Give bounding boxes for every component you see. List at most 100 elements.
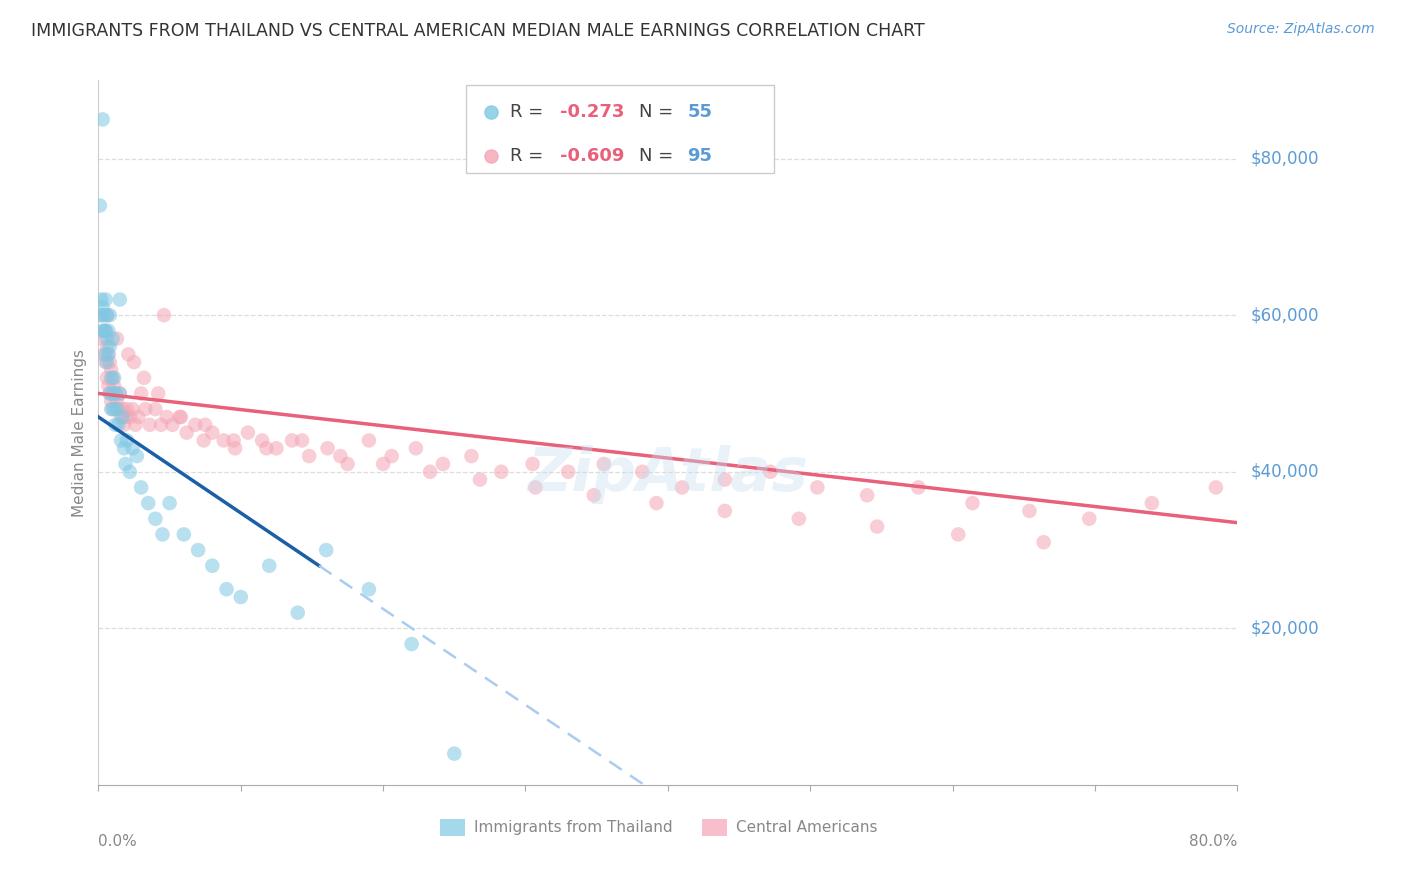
Point <box>671 480 693 494</box>
Text: N =: N = <box>640 146 679 165</box>
Text: Central Americans: Central Americans <box>737 820 877 835</box>
Point <box>201 558 224 573</box>
Point <box>856 488 879 502</box>
Point <box>215 582 238 597</box>
Bar <box>467 86 773 173</box>
Point <box>105 394 128 409</box>
Point <box>156 409 179 424</box>
Point <box>381 449 404 463</box>
Point <box>187 543 209 558</box>
Point <box>98 308 121 322</box>
Text: -0.609: -0.609 <box>560 146 624 165</box>
Point <box>159 496 181 510</box>
Point <box>948 527 970 541</box>
Point <box>91 332 114 346</box>
Point <box>103 371 125 385</box>
Text: ZipAtlas: ZipAtlas <box>527 445 808 504</box>
Point <box>125 449 148 463</box>
Point <box>136 496 159 510</box>
Point <box>105 402 128 417</box>
Point <box>115 434 138 448</box>
Point <box>101 332 124 346</box>
Point <box>287 606 309 620</box>
Point <box>98 386 121 401</box>
Point <box>105 332 128 346</box>
Point <box>90 308 112 322</box>
Point <box>90 308 112 322</box>
Point <box>129 386 152 401</box>
Point <box>114 457 136 471</box>
Point <box>373 457 395 471</box>
Point <box>89 198 111 212</box>
Text: $20,000: $20,000 <box>1251 619 1320 638</box>
Point <box>100 363 122 377</box>
Point <box>111 402 134 417</box>
Point <box>405 442 427 456</box>
Y-axis label: Median Male Earnings: Median Male Earnings <box>72 349 87 516</box>
Point <box>1018 504 1040 518</box>
Point <box>148 386 170 401</box>
Point <box>100 394 122 409</box>
Point <box>91 301 114 315</box>
Point <box>101 386 124 401</box>
Point <box>150 417 173 432</box>
Text: $60,000: $60,000 <box>1251 306 1319 324</box>
Point <box>578 778 600 792</box>
Point <box>108 293 131 307</box>
Point <box>907 480 929 494</box>
Point <box>94 324 117 338</box>
Text: IMMIGRANTS FROM THAILAND VS CENTRAL AMERICAN MEDIAN MALE EARNINGS CORRELATION CH: IMMIGRANTS FROM THAILAND VS CENTRAL AMER… <box>31 22 925 40</box>
Point <box>94 355 117 369</box>
Point <box>259 558 281 573</box>
Point <box>222 434 245 448</box>
Point <box>100 371 122 385</box>
Point <box>357 582 380 597</box>
Point <box>112 417 135 432</box>
Point <box>329 449 352 463</box>
Point <box>98 386 121 401</box>
Point <box>170 409 193 424</box>
Point <box>96 308 118 322</box>
Point <box>316 442 339 456</box>
Point <box>134 402 156 417</box>
Text: $80,000: $80,000 <box>1251 150 1319 168</box>
Point <box>201 425 224 440</box>
Point <box>401 637 423 651</box>
Point <box>645 496 668 510</box>
Point <box>592 457 614 471</box>
Point <box>110 434 132 448</box>
Point <box>315 543 337 558</box>
Point <box>145 512 167 526</box>
Point <box>101 402 124 417</box>
Point <box>127 409 149 424</box>
Point <box>806 480 828 494</box>
Point <box>582 488 605 502</box>
Point <box>298 449 321 463</box>
Point <box>176 425 198 440</box>
Text: 80.0%: 80.0% <box>1189 834 1237 849</box>
Point <box>96 332 118 346</box>
Point <box>1140 496 1163 510</box>
Point <box>419 465 441 479</box>
Point <box>866 519 889 533</box>
Point <box>104 386 127 401</box>
Point <box>194 417 217 432</box>
Point <box>578 778 600 792</box>
Point <box>90 293 112 307</box>
Point <box>631 465 654 479</box>
Point <box>108 386 131 401</box>
Point <box>759 465 782 479</box>
Point <box>93 308 115 322</box>
Point <box>169 409 191 424</box>
Point <box>1032 535 1054 549</box>
Point <box>103 402 125 417</box>
Text: -0.273: -0.273 <box>560 103 624 121</box>
Point <box>184 417 207 432</box>
Point <box>468 473 491 487</box>
Point <box>491 465 513 479</box>
Point <box>1078 512 1101 526</box>
Point <box>96 339 118 353</box>
Point <box>103 378 125 392</box>
Point <box>432 457 454 471</box>
Point <box>138 417 160 432</box>
